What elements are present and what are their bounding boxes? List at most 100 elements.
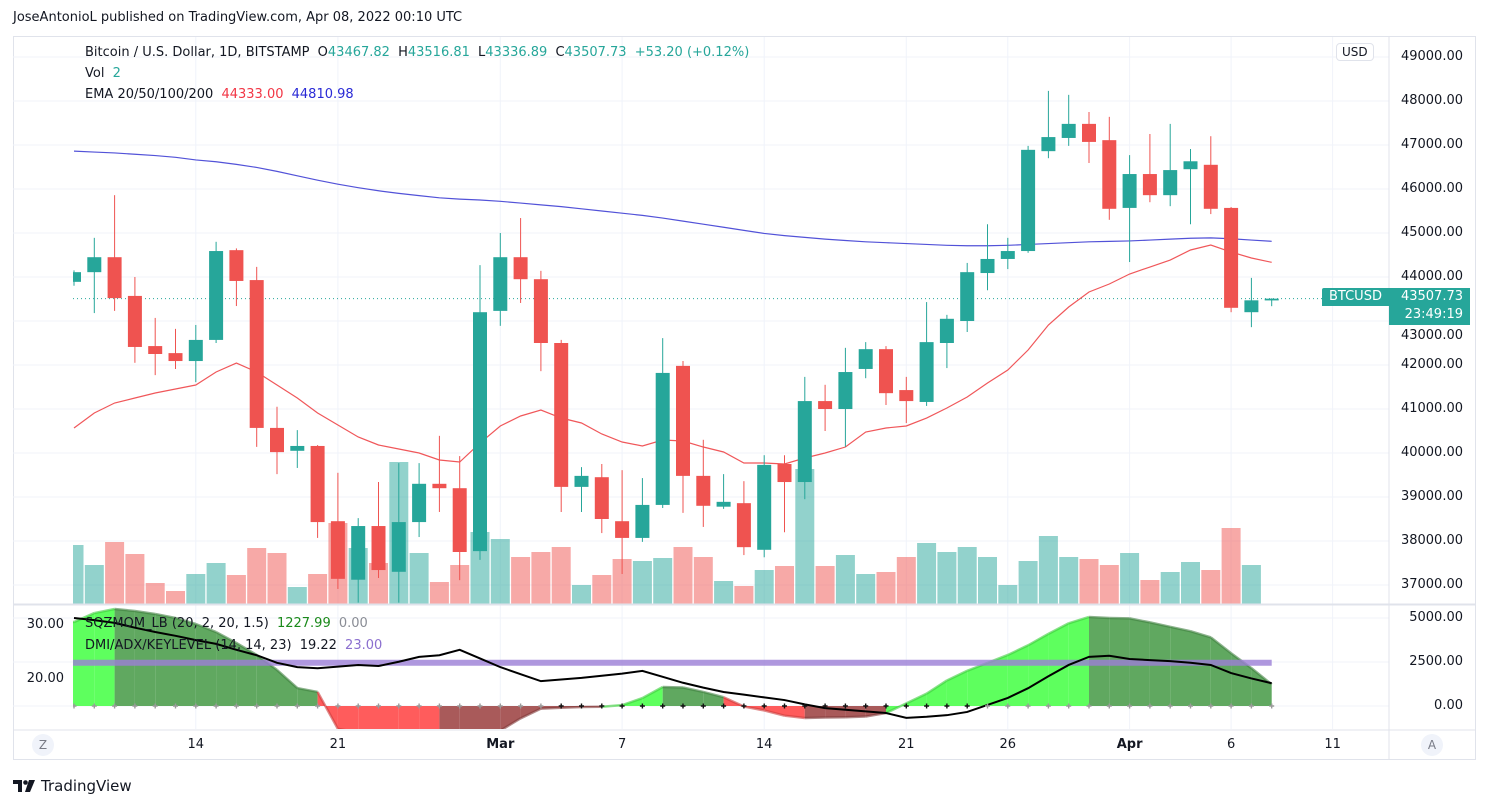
squeeze-dot xyxy=(660,703,666,709)
candle-body xyxy=(879,349,893,394)
momentum-edge xyxy=(641,685,664,700)
sqzmom-legend[interactable]: SQZMOM_LB (20, 2, 20, 1.5) 1227.99 0.00 xyxy=(85,616,372,631)
squeeze-dot xyxy=(73,703,77,709)
dmi-legend[interactable]: DMI/ADX/KEYLEVEL (14, 14, 23) 19.22 23.0… xyxy=(85,638,386,653)
tradingview-logo[interactable]: TradingView xyxy=(13,777,132,795)
volume-bar xyxy=(1181,562,1200,604)
momentum-edge xyxy=(763,709,785,717)
squeeze-dot xyxy=(173,703,178,709)
momentum-edge xyxy=(946,669,968,682)
volume-value: 2 xyxy=(112,66,121,81)
sqzmom-value2: 0.00 xyxy=(338,616,368,631)
ema-legend[interactable]: EMA 20/50/100/200 44333.00 44810.98 xyxy=(85,87,358,102)
candle-body xyxy=(1224,207,1239,308)
volume-bar xyxy=(145,583,165,604)
squeeze-dot xyxy=(761,703,767,709)
bar-countdown: 23:49:19 xyxy=(1389,306,1470,325)
candle-body xyxy=(1082,123,1096,142)
momentum-area xyxy=(987,654,1008,706)
low-value: 43336.89 xyxy=(485,45,548,60)
squeeze-dot xyxy=(254,703,260,709)
last-price-value: 43507.73 xyxy=(1400,289,1463,304)
momentum-edge xyxy=(114,607,136,613)
volume-bar xyxy=(876,572,896,604)
momentum-area xyxy=(500,706,521,729)
candle-body xyxy=(594,477,609,519)
candle-body xyxy=(493,257,508,311)
momentum-area xyxy=(1210,637,1232,706)
volume-bar xyxy=(1120,553,1140,604)
time-tick-label: 11 xyxy=(1324,737,1341,752)
squeeze-dot xyxy=(538,703,544,709)
momentum-area xyxy=(114,609,135,706)
volume-bar xyxy=(267,553,287,604)
volume-legend[interactable]: Vol 2 xyxy=(85,66,125,81)
candle-body xyxy=(1102,140,1117,209)
candle-body xyxy=(473,312,487,552)
indicator-right-label: 0.00 xyxy=(1434,698,1463,713)
momentum-edge xyxy=(337,727,346,729)
candle-body xyxy=(533,279,548,343)
momentum-edge xyxy=(460,736,480,738)
momentum-edge xyxy=(316,691,339,729)
momentum-edge xyxy=(540,706,562,710)
ema-lines xyxy=(73,150,1272,465)
momentum-area xyxy=(277,669,298,706)
squeeze-dot xyxy=(457,703,463,709)
currency-badge[interactable]: USD xyxy=(1336,43,1374,61)
candle-body xyxy=(432,483,447,489)
pane-separators[interactable] xyxy=(13,36,1476,760)
candle-body xyxy=(229,250,244,281)
volume-bar xyxy=(612,559,632,604)
squeeze-dot xyxy=(964,703,970,709)
momentum-area xyxy=(642,686,663,706)
adx-value: 19.22 xyxy=(299,638,337,653)
volume-bar xyxy=(795,469,815,604)
squeeze-dot xyxy=(355,703,361,709)
publisher-line: JoseAntonioL published on TradingView.co… xyxy=(13,10,463,25)
momentum-edge xyxy=(1190,630,1212,639)
squeeze-dot xyxy=(132,703,138,709)
price-label: 38000.00 xyxy=(1400,533,1463,548)
squeeze-dot xyxy=(883,703,889,709)
candle-body xyxy=(87,257,102,273)
price-label: 44000.00 xyxy=(1400,269,1463,284)
auto-scale-button[interactable]: A xyxy=(1421,734,1443,756)
candle-body xyxy=(696,475,711,506)
last-price-symbol: BTCUSD xyxy=(1329,289,1382,304)
momentum-edge xyxy=(154,612,176,620)
squeeze-dot xyxy=(294,703,300,709)
volume-bar xyxy=(978,557,997,604)
momentum-edge xyxy=(682,686,704,694)
momentum-area xyxy=(74,613,95,706)
volume-bar xyxy=(226,575,246,604)
volume-bar xyxy=(572,585,591,604)
symbol-legend[interactable]: Bitcoin / U.S. Dollar, 1D, BITSTAMP O434… xyxy=(85,45,753,60)
volume-bar xyxy=(287,587,307,604)
squeeze-dot xyxy=(721,703,727,709)
momentum-area xyxy=(1028,633,1049,706)
momentum-area xyxy=(94,609,115,706)
candle-body xyxy=(1163,170,1178,196)
candle-body xyxy=(554,343,569,487)
candle-body xyxy=(899,390,914,402)
squeeze-dot xyxy=(315,703,321,709)
momentum-edge xyxy=(358,732,378,735)
momentum-area xyxy=(845,706,866,718)
candle-body xyxy=(168,353,183,362)
momentum-edge xyxy=(419,738,439,739)
momentum-area xyxy=(1190,631,1211,706)
candle-body xyxy=(1021,149,1036,252)
time-tick-label: 6 xyxy=(1226,737,1236,752)
momentum-edge xyxy=(621,696,643,707)
squeeze-dot xyxy=(335,703,341,709)
volume-bar xyxy=(511,557,531,604)
volume-bar xyxy=(1038,536,1058,604)
candle-body xyxy=(858,349,873,369)
volume-bar xyxy=(1059,557,1079,604)
volume-bar xyxy=(429,582,449,604)
volume-bar xyxy=(551,547,571,604)
candle-body xyxy=(107,257,122,299)
zoom-reset-button[interactable]: Z xyxy=(32,734,54,756)
